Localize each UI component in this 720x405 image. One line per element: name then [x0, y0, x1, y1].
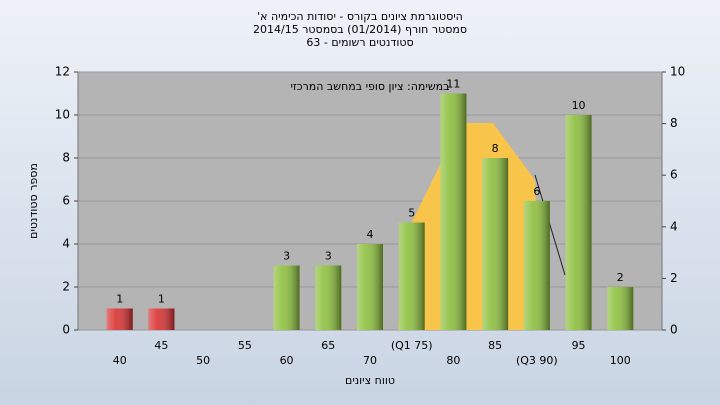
annotation: במשימה: ציון סופי במחשב המרכזי: [290, 80, 449, 93]
y-tick-label: 4: [62, 237, 70, 251]
bar-shade: [523, 201, 550, 330]
x-tick-label: 50: [196, 354, 210, 367]
x-tick-label: 55: [238, 339, 252, 352]
bar-shade: [440, 93, 467, 330]
y-tick-label: 10: [55, 108, 70, 122]
x-tick-label: 85: [488, 339, 502, 352]
y2-tick-label: 8: [670, 116, 678, 130]
y2-tick-label: 2: [670, 271, 678, 285]
x-tick-label: 80: [446, 354, 460, 367]
x-tick-label: 100: [610, 354, 631, 367]
y-tick-label: 6: [62, 194, 70, 208]
bar-shade: [106, 308, 133, 330]
data-label: 6: [533, 185, 540, 198]
x-axis-label: טווח ציונים: [345, 374, 395, 387]
bar-shade: [273, 265, 300, 330]
bar-shade: [148, 308, 175, 330]
y2-tick-label: 4: [670, 219, 678, 233]
data-label: 3: [325, 250, 332, 263]
y-tick-label: 12: [55, 65, 70, 79]
y-tick-label: 0: [62, 323, 70, 337]
bar-shade: [357, 244, 383, 330]
data-label: 1: [158, 293, 165, 306]
y2-tick-label: 0: [670, 323, 678, 337]
data-label: 1: [116, 293, 123, 306]
data-label: 3: [283, 250, 290, 263]
x-tick-label: 95: [572, 339, 586, 352]
data-label: 4: [367, 228, 374, 241]
data-label: 8: [492, 142, 499, 155]
y-tick-label: 2: [62, 280, 70, 294]
x-tick-label: (Q3 90): [516, 354, 558, 367]
x-tick-label: 65: [321, 339, 335, 352]
data-label: 2: [617, 271, 624, 284]
bar-shade: [565, 115, 592, 330]
x-tick-label: 40: [113, 354, 127, 367]
bar-shade: [607, 287, 634, 330]
pointer-line: [534, 174, 566, 276]
x-tick-label: 70: [363, 354, 377, 367]
x-tick-label: 60: [280, 354, 294, 367]
data-label: 10: [572, 99, 586, 112]
chart-subtitle: סטודנטים רשומים - 63: [306, 36, 413, 49]
bar-shade: [482, 158, 509, 330]
bar-shade: [398, 222, 425, 330]
chart-title: היסטוגרמת ציונים בקורס - יסודות הכימיה א…: [257, 10, 463, 23]
bar-shade: [315, 265, 342, 330]
y-tick-label: 8: [62, 151, 70, 165]
data-label: 5: [408, 207, 415, 220]
y2-tick-label: 6: [670, 168, 678, 182]
y2-tick-label: 10: [670, 65, 685, 79]
chart-subtitle: סמסטר חורף (01/2014) בסמסטר 2014/15: [253, 23, 467, 36]
x-tick-label: 45: [154, 339, 168, 352]
x-tick-label: (Q1 75): [391, 339, 433, 352]
y-axis-label: מספר סטודנטים: [27, 163, 40, 239]
data-label: 11: [446, 78, 460, 91]
